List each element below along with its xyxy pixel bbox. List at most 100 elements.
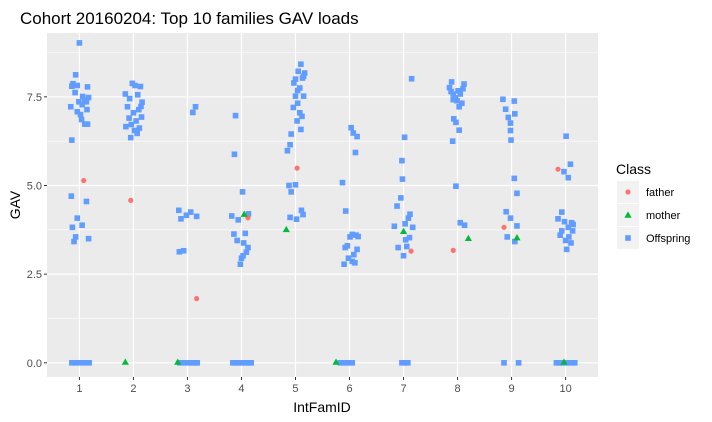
legend-mother-marker — [624, 211, 632, 218]
x-tick-label: 2 — [130, 383, 136, 395]
offspring-point — [185, 360, 192, 366]
offspring-point — [79, 93, 86, 100]
offspring-point — [287, 141, 293, 148]
offspring-point — [294, 118, 300, 124]
x-tick-label: 10 — [559, 383, 571, 395]
offspring-point — [72, 360, 78, 366]
father-point — [555, 166, 561, 172]
offspring-point — [341, 261, 347, 268]
father-point — [294, 165, 300, 171]
offspring-point — [72, 89, 78, 96]
offspring-point — [299, 113, 305, 120]
father-point — [194, 296, 200, 302]
offspring-point — [298, 207, 305, 214]
offspring-point — [349, 360, 356, 366]
offspring-point — [295, 68, 301, 75]
offspring-point — [559, 209, 565, 215]
offspring-point — [456, 103, 462, 110]
offspring-point — [352, 260, 358, 266]
offspring-point — [288, 189, 294, 195]
offspring-point — [514, 223, 520, 229]
offspring-point — [138, 103, 144, 110]
offspring-point — [230, 360, 236, 366]
legend-father-marker — [625, 189, 631, 195]
offspring-point — [394, 203, 400, 209]
offspring-point — [139, 99, 145, 105]
x-tick-label: 7 — [400, 383, 406, 395]
offspring-point — [563, 133, 569, 139]
offspring-point — [459, 100, 465, 107]
offspring-point — [188, 360, 195, 366]
offspring-point — [126, 115, 132, 121]
offspring-point — [86, 360, 92, 366]
offspring-point — [501, 360, 507, 366]
legend-offspring-marker — [625, 235, 631, 241]
offspring-point — [508, 137, 514, 143]
offspring-point — [511, 175, 518, 182]
offspring-point — [355, 233, 361, 240]
y-tick-label: 0.0 — [27, 358, 42, 370]
offspring-point — [504, 234, 511, 240]
offspring-point — [401, 134, 408, 141]
mother-point — [121, 358, 129, 365]
offspring-point — [507, 127, 514, 134]
offspring-point — [399, 176, 406, 182]
offspring-point — [391, 223, 398, 230]
offspring-point — [190, 109, 196, 116]
y-tick-label: 2.5 — [27, 269, 42, 281]
offspring-point — [342, 208, 349, 214]
offspring-point — [231, 151, 238, 158]
offspring-point — [83, 99, 90, 105]
offspring-point — [395, 244, 401, 251]
offspring-point — [457, 219, 464, 226]
offspring-point — [354, 133, 360, 140]
offspring-point — [84, 84, 91, 90]
offspring-point — [76, 360, 83, 366]
offspring-point — [236, 360, 243, 366]
offspring-point — [455, 88, 461, 94]
offspring-point — [76, 99, 82, 105]
offspring-point — [248, 360, 254, 366]
offspring-point — [286, 182, 292, 189]
offspring-point — [69, 224, 76, 231]
offspring-point — [500, 96, 506, 103]
offspring-point — [242, 360, 249, 366]
offspring-point — [407, 211, 413, 218]
offspring-point — [85, 235, 92, 242]
x-tick-label: 4 — [238, 383, 244, 395]
minor-gridlines — [47, 52, 598, 319]
offspring-point — [133, 118, 139, 124]
offspring-point — [402, 220, 408, 227]
father-point — [450, 247, 456, 253]
offspring-point — [400, 252, 407, 259]
offspring-point — [233, 360, 239, 366]
offspring-point — [291, 80, 297, 86]
mother-point — [240, 210, 248, 217]
offspring-point — [453, 183, 459, 190]
offspring-point — [79, 101, 85, 108]
offspring-point — [406, 234, 413, 241]
father-point — [128, 197, 134, 203]
offspring-point — [398, 195, 404, 201]
offspring-point — [448, 79, 455, 85]
offspring-point — [74, 215, 81, 221]
offspring-point — [300, 73, 307, 80]
offspring-point — [240, 240, 247, 246]
father-point — [408, 248, 414, 254]
legend-label: mother — [646, 210, 681, 222]
mother-point — [464, 234, 472, 242]
offspring-point — [298, 126, 304, 133]
offspring-point — [570, 221, 576, 228]
father-point — [501, 224, 507, 230]
offspring-point — [350, 130, 357, 136]
offspring-point — [67, 103, 74, 110]
offspring-point — [74, 108, 81, 115]
offspring-point — [72, 72, 79, 78]
offspring-point — [183, 212, 190, 219]
offspring-point — [187, 209, 194, 215]
offspring-point — [83, 198, 90, 205]
legend-title: Class — [616, 161, 651, 177]
x-tick-label: 3 — [184, 383, 190, 395]
offspring-point — [134, 130, 141, 137]
mother-point — [282, 225, 290, 233]
